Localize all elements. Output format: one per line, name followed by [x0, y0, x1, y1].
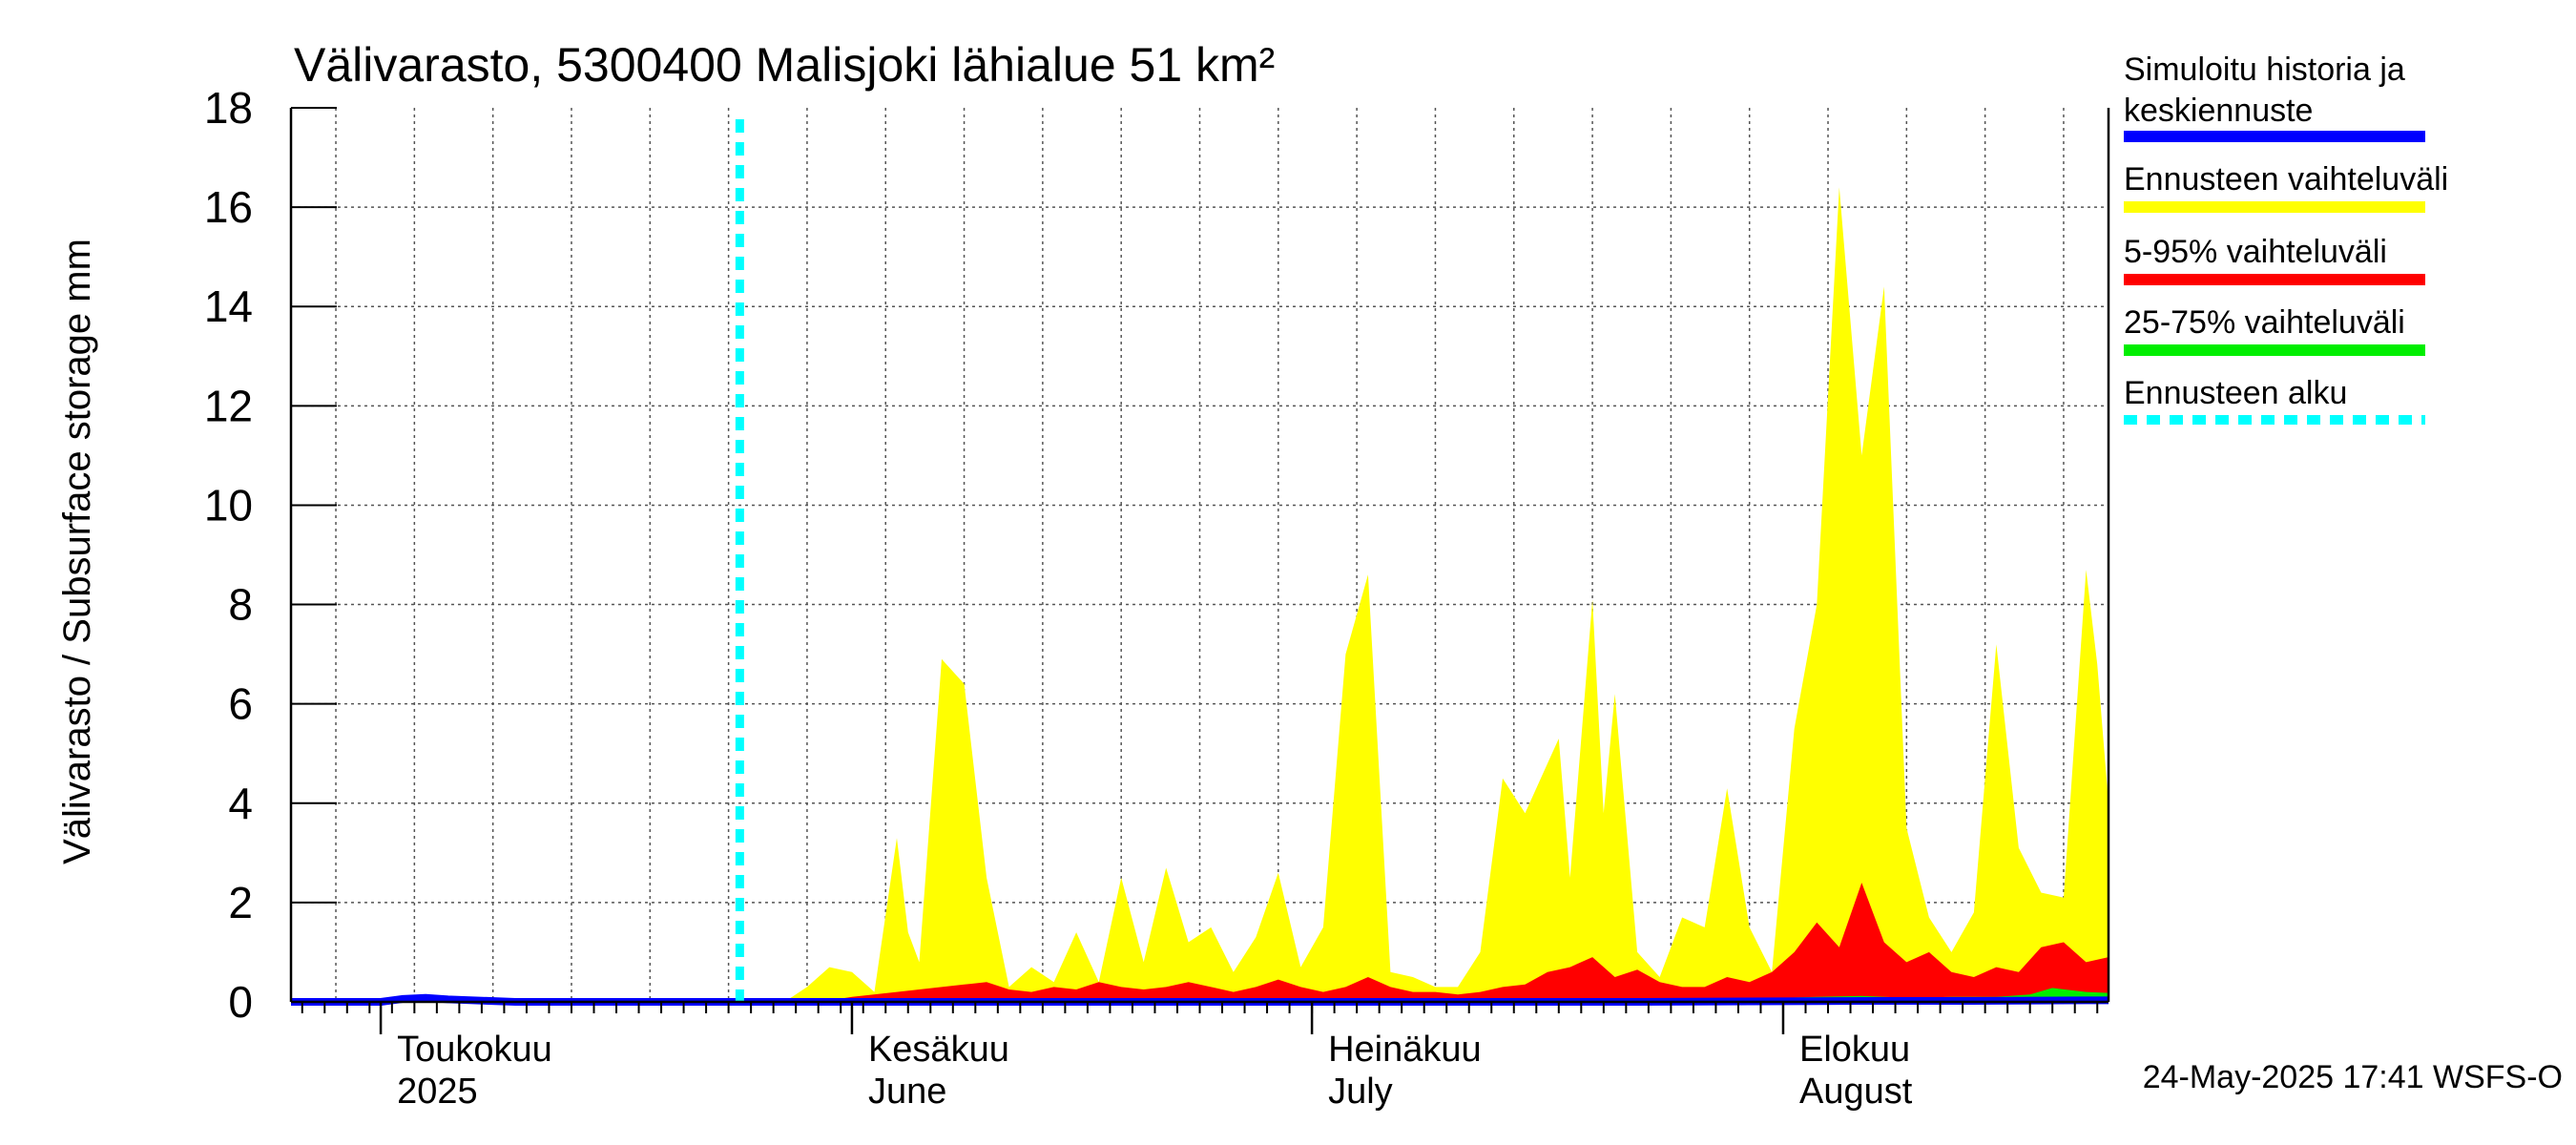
y-axis-label: Välivarasto / Subsurface storage mm	[56, 239, 98, 864]
legend-swatch-25-75	[2124, 344, 2425, 356]
y-tick-label: 12	[204, 381, 253, 430]
month-label-line1: Toukokuu	[397, 1030, 552, 1070]
legend-swatch-simulated	[2124, 131, 2425, 142]
legend-label-forecast-start: Ennusteen alku	[2124, 375, 2348, 411]
grid	[291, 108, 2109, 1002]
legend-label-forecast-range: Ennusteen vaihteluväli	[2124, 161, 2449, 198]
y-tick-label: 6	[228, 679, 253, 729]
month-label-line2: June	[868, 1072, 946, 1112]
y-tick-label: 14	[204, 281, 253, 331]
month-label-line1: Elokuu	[1799, 1030, 1910, 1070]
legend-swatch-forecast-range	[2124, 201, 2425, 213]
x-tick-marks	[301, 1002, 2099, 1034]
month-label-line2: July	[1328, 1072, 1393, 1112]
chart-title: Välivarasto, 5300400 Malisjoki lähialue …	[294, 38, 1275, 92]
month-label-line1: Heinäkuu	[1328, 1030, 1482, 1070]
footer-timestamp: 24-May-2025 17:41 WSFS-O	[2142, 1059, 2563, 1095]
y-tick-label: 18	[204, 83, 253, 133]
legend-label-simulated-line2: keskiennuste	[2124, 93, 2314, 129]
legend-swatch-forecast-start	[2124, 415, 2425, 425]
series-area-5-95-vaihteluv-li	[739, 883, 2109, 1002]
y-tick-label: 10	[204, 480, 253, 530]
legend-swatch-5-95	[2124, 274, 2425, 285]
legend-label-25-75: 25-75% vaihteluväli	[2124, 304, 2405, 341]
legend-label-5-95: 5-95% vaihteluväli	[2124, 234, 2387, 270]
month-label-line1: Kesäkuu	[868, 1030, 1009, 1070]
month-label-line2: 2025	[397, 1072, 478, 1112]
y-tick-label: 8	[228, 580, 253, 630]
y-tick-labels: 0 2 4 6 8 10 12 14 16 18	[204, 83, 253, 1027]
legend-label-simulated: Simuloitu historia ja	[2124, 52, 2405, 88]
month-label-line2: August	[1799, 1072, 1913, 1112]
y-tick-label: 16	[204, 182, 253, 232]
y-tick-label: 4	[228, 779, 253, 828]
y-tick-label: 0	[228, 977, 253, 1027]
y-tick-label: 2	[228, 878, 253, 927]
series-area-ennusteen-vaihteluv-li	[739, 187, 2109, 1003]
